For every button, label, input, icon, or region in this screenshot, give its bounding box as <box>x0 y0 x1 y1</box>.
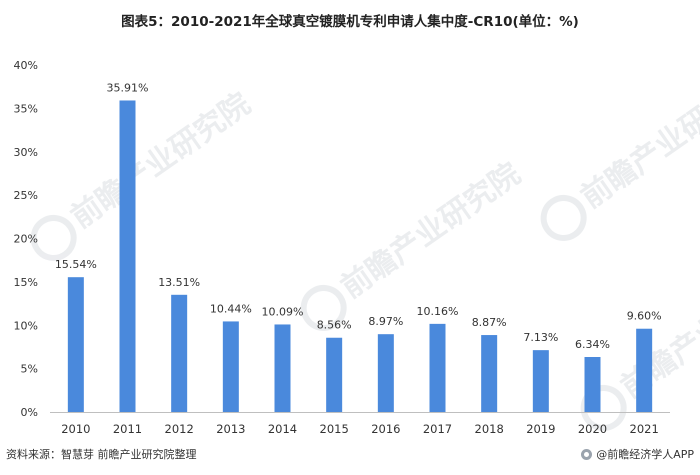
data-label: 8.97% <box>368 315 403 328</box>
y-tick-label: 10% <box>14 319 38 332</box>
source-note: 资料来源：智慧芽 前瞻产业研究院整理 <box>6 448 197 461</box>
y-tick-label: 25% <box>14 189 38 202</box>
y-tick-label: 20% <box>14 233 38 246</box>
data-label: 10.16% <box>417 305 459 318</box>
y-tick-label: 35% <box>14 102 38 115</box>
x-tick-label: 2018 <box>475 422 504 436</box>
x-tick-label: 2019 <box>526 422 555 436</box>
data-label: 15.54% <box>55 258 97 271</box>
data-label: 9.60% <box>627 310 662 323</box>
y-tick-label: 30% <box>14 146 38 159</box>
bar-2018 <box>481 335 498 412</box>
x-tick-label: 2020 <box>578 422 607 436</box>
y-axis-ticks: 0% 5% 10% 15% 20% 25% 30% 35% 40% <box>14 59 38 419</box>
bar-chart: 0% 5% 10% 15% 20% 25% 30% 35% 40% 15.54% 35.91% 13… <box>14 59 670 436</box>
bar-2010 <box>67 277 84 412</box>
y-tick-label: 15% <box>14 276 38 289</box>
data-label: 8.87% <box>472 316 507 329</box>
bar-2011 <box>119 100 136 413</box>
data-label: 13.51% <box>158 276 200 289</box>
x-tick-label: 2015 <box>320 422 349 436</box>
data-label: 7.13% <box>523 331 558 344</box>
data-label: 10.44% <box>210 302 252 315</box>
bar-2013 <box>222 321 239 412</box>
brand-logo-icon <box>581 448 593 460</box>
x-tick-label: 2016 <box>371 422 400 436</box>
bar-2015 <box>326 337 343 412</box>
x-tick-label: 2010 <box>61 422 90 436</box>
chart-title: 图表5：2010-2021年全球真空镀膜机专利申请人集中度-CR10(单位：%) <box>121 14 579 30</box>
data-label: 8.56% <box>317 319 352 332</box>
brand-credit: @前瞻经济学人APP <box>581 446 694 462</box>
y-tick-label: 40% <box>14 59 38 72</box>
brand-text: @前瞻经济学人APP <box>596 448 694 461</box>
bar-2014 <box>274 324 291 412</box>
bar-2021 <box>636 328 653 412</box>
bar-2019 <box>532 350 549 412</box>
x-tick-label: 2021 <box>630 422 659 436</box>
bar-2020 <box>584 357 601 412</box>
bar-2012 <box>171 294 188 412</box>
y-tick-label: 0% <box>21 406 38 419</box>
data-label: 10.09% <box>262 305 304 318</box>
x-tick-label: 2013 <box>216 422 245 436</box>
data-labels: 15.54% 35.91% 13.51% 10.44% 10.09% 8.56% 8.97%… <box>55 81 662 351</box>
data-label: 35.91% <box>107 81 149 94</box>
y-tick-label: 5% <box>21 363 38 376</box>
data-label: 6.34% <box>575 338 610 351</box>
x-tick-label: 2017 <box>423 422 452 436</box>
x-tick-label: 2011 <box>113 422 142 436</box>
bar-2017 <box>429 323 446 412</box>
bar-2016 <box>377 334 394 412</box>
bars <box>67 100 653 413</box>
x-tick-label: 2012 <box>165 422 194 436</box>
x-axis-ticks: 2010 2011 2012 2013 2014 2015 2016 2017 2018 2019… <box>61 422 659 436</box>
x-tick-label: 2014 <box>268 422 297 436</box>
